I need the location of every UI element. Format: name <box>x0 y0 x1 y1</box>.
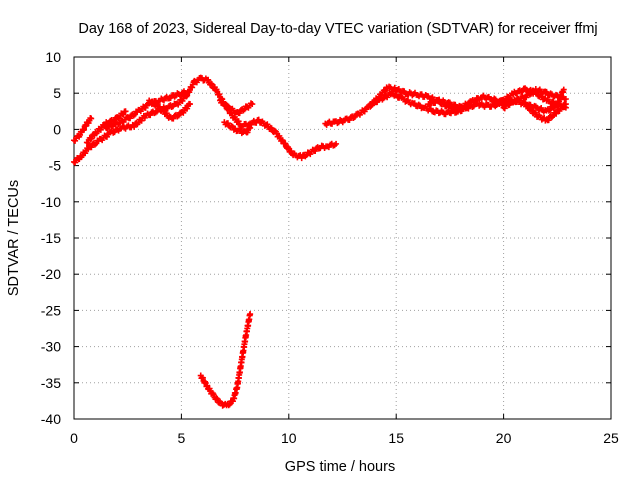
x-tick-label: 10 <box>281 430 297 446</box>
data-point <box>142 104 149 111</box>
y-tick-label: 10 <box>45 49 61 65</box>
data-point <box>225 103 232 110</box>
axis-ticks: 0 5 10 15 20 25 10 5 0 -5 -10 -15 -20 -25 -30 -35 -40 <box>41 49 619 446</box>
chart-title: Day 168 of 2023, Sidereal Day-to-day VTE… <box>78 21 597 37</box>
data-point <box>545 107 552 114</box>
data-point <box>333 140 340 147</box>
data-point <box>534 89 541 96</box>
data-series-track-11 <box>489 85 569 111</box>
x-tick-label: 20 <box>496 430 512 446</box>
data-point <box>184 88 191 95</box>
data-point <box>163 110 170 117</box>
data-point <box>204 382 211 389</box>
data-point <box>523 94 530 101</box>
y-tick-label: -25 <box>41 302 61 318</box>
data-point <box>213 395 220 402</box>
data-point <box>149 98 156 105</box>
x-tick-label: 0 <box>70 430 78 446</box>
data-point <box>88 135 95 142</box>
data-point <box>130 112 137 119</box>
x-axis-label: GPS time / hours <box>285 459 395 475</box>
data-point <box>547 106 554 113</box>
data-point <box>184 105 191 112</box>
data-point <box>506 101 513 108</box>
data-point <box>205 76 212 83</box>
y-tick-label: -5 <box>49 158 62 174</box>
y-tick-label: 5 <box>53 85 61 101</box>
data-point <box>560 86 567 93</box>
data-point <box>553 110 560 117</box>
data-point <box>236 110 243 117</box>
y-tick-label: -35 <box>41 375 61 391</box>
data-series-track-14 <box>197 311 254 409</box>
y-tick-label: -15 <box>41 230 61 246</box>
data-point <box>244 129 251 136</box>
y-tick-label: -40 <box>41 411 61 427</box>
data-point <box>545 117 552 124</box>
y-tick-label: -20 <box>41 266 61 282</box>
y-axis-label: SDTVAR / TECUs <box>6 180 22 296</box>
data-point <box>84 139 91 146</box>
data-point <box>550 112 557 119</box>
x-tick-label: 5 <box>178 430 186 446</box>
data-point <box>247 311 254 318</box>
data-series-track-2 <box>71 115 95 144</box>
data-point <box>361 108 368 115</box>
data-marks <box>71 74 569 409</box>
data-point <box>228 122 235 129</box>
data-point <box>122 108 129 115</box>
data-point <box>282 140 289 147</box>
data-series-track-13 <box>522 101 569 124</box>
data-point <box>210 391 217 398</box>
data-point <box>560 104 567 111</box>
data-point <box>131 123 138 130</box>
data-point <box>88 144 95 151</box>
data-point <box>88 115 95 122</box>
data-point <box>127 115 134 122</box>
data-point <box>224 120 231 127</box>
data-point <box>268 125 275 132</box>
data-point <box>208 81 215 88</box>
data-point <box>393 91 400 98</box>
data-point <box>120 111 127 118</box>
data-point <box>247 124 254 131</box>
data-series-track-7 <box>221 119 254 137</box>
data-point <box>77 131 84 138</box>
data-series-track-3 <box>83 108 129 146</box>
data-point <box>153 101 160 108</box>
data-series-track-5 <box>146 97 193 122</box>
x-tick-label: 15 <box>388 430 404 446</box>
data-point <box>186 101 193 108</box>
data-point <box>220 98 227 105</box>
data-series-track-6 <box>217 97 256 117</box>
data-point <box>92 141 99 148</box>
data-point <box>562 101 569 108</box>
data-point <box>226 401 233 408</box>
data-point <box>103 133 110 140</box>
data-point <box>527 105 534 112</box>
data-point <box>562 95 569 102</box>
y-tick-label: -10 <box>41 194 61 210</box>
y-tick-label: -30 <box>41 339 61 355</box>
data-series-track-4 <box>103 88 191 132</box>
data-point <box>249 101 256 108</box>
data-point <box>207 80 214 87</box>
data-point <box>179 97 186 104</box>
data-point <box>525 102 532 109</box>
data-series-track-8 <box>322 83 464 128</box>
y-tick-label: 0 <box>53 121 61 137</box>
x-tick-label: 25 <box>603 430 619 446</box>
data-point <box>225 402 232 409</box>
data-point <box>235 118 242 125</box>
data-point <box>224 102 231 109</box>
data-point <box>209 390 216 397</box>
